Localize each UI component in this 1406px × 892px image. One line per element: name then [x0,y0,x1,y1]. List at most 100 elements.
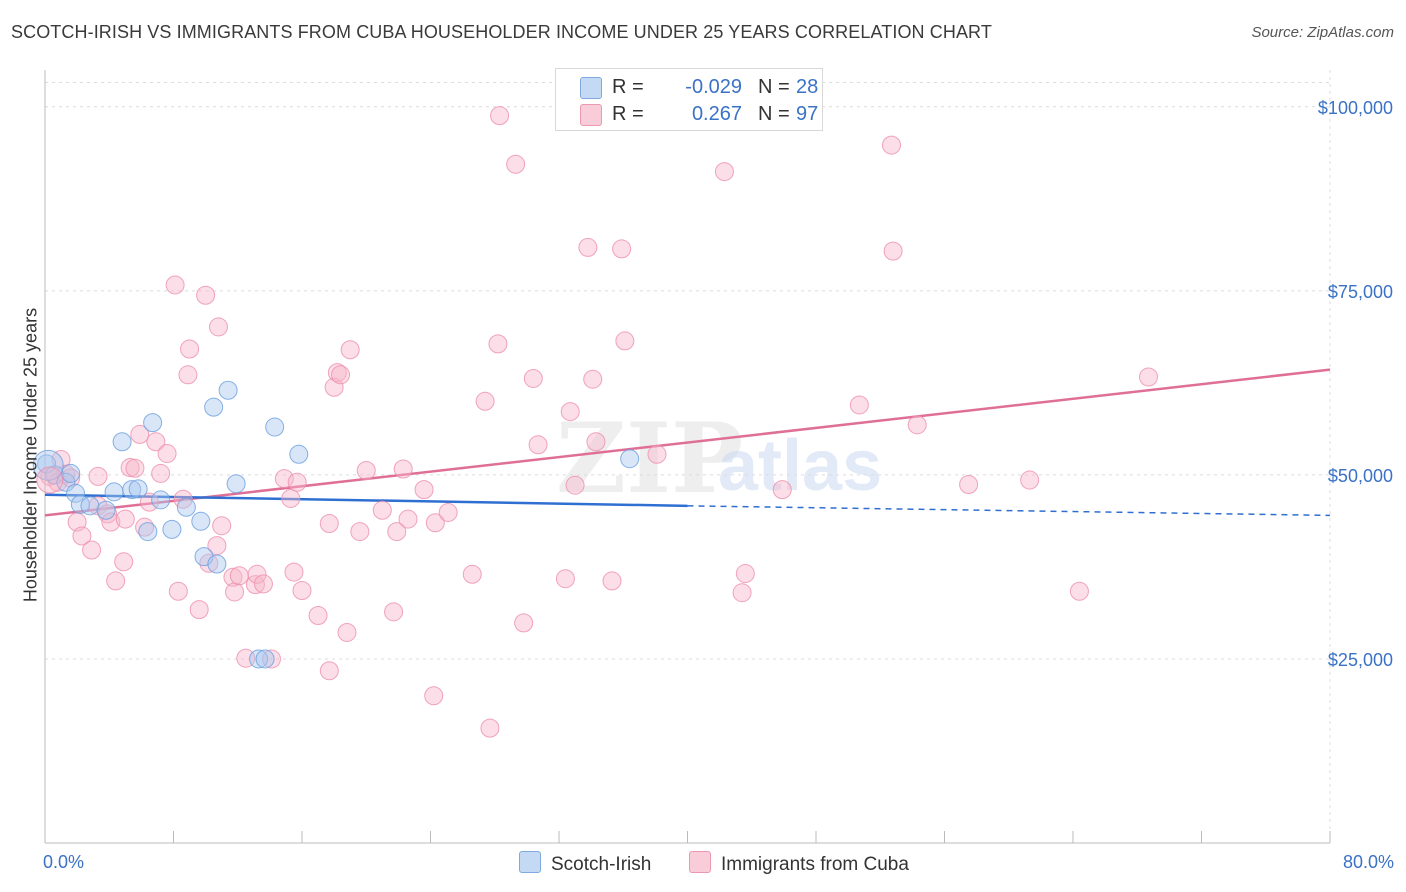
scotch-irish-point [138,522,158,542]
scotch-irish-point [61,463,81,483]
cuba-point [424,686,444,706]
cuba-point [340,340,360,360]
legend-r-value: 0.267 [691,103,742,125]
cuba-point [849,395,869,415]
cuba-point [506,154,526,174]
cuba-point [229,566,249,586]
data-points [32,106,1158,738]
cuba-point [180,339,200,359]
chart-title: SCOTCH-IRISH VS IMMIGRANTS FROM CUBA HOU… [11,22,992,42]
cuba-point [714,162,734,182]
bottom-legend-label: Immigrants from Cuba [721,854,909,875]
cuba-point [578,237,598,257]
scotch-irish-point [218,380,238,400]
scotch-irish-point [70,494,90,514]
cuba-point [139,492,159,512]
legend-r-value: -0.029 [685,76,742,98]
y-tick-label: $75,000 [1328,282,1393,302]
y-tick-label: $25,000 [1328,650,1393,670]
cuba-point [284,562,304,582]
cuba-point [189,600,209,620]
cuba-point [907,415,927,435]
cuba-point [274,469,294,489]
cuba-point [523,368,543,388]
cuba-point [615,331,635,351]
cuba-point [602,571,622,591]
cuba-point [488,334,508,354]
cuba-point [82,540,102,560]
cuba-point [196,285,216,305]
y-axis-title: Householder Income Under 25 years [20,307,41,603]
bottom-legend-swatch-scotch-irish [519,851,541,873]
bottom-legend-cuba: Immigrants from Cuba [689,851,909,876]
cuba-point [331,365,351,385]
cuba-point [387,522,407,542]
legend-n-label: N = [758,103,790,125]
cuba-point [292,580,312,600]
cuba-point [324,377,344,397]
cuba-point [647,444,667,464]
source-label: Source: ZipAtlas.com [1251,24,1394,41]
cuba-point [327,363,347,383]
cuba-point [398,509,418,529]
cuba-point [212,516,232,536]
cuba-point [438,502,458,522]
cuba-point [372,500,392,520]
cuba-point [612,239,632,259]
scotch-irish-point [66,483,86,503]
bottom-legend-scotch-irish: Scotch-Irish [519,851,651,876]
cuba-point [146,432,166,452]
cuba-point [88,466,108,486]
cuba-point [114,552,134,572]
scotch-irish-point [265,417,285,437]
cuba-point [959,474,979,494]
scotch-irish-point [249,649,269,669]
cuba-point [225,582,245,602]
cuba-point [36,466,64,494]
cuba-point [350,522,370,542]
cuba-point [480,718,500,738]
cuba-point [475,391,495,411]
legend-swatch-cuba [580,104,602,126]
legend-n-value: 28 [796,76,819,98]
cuba-point [130,424,150,444]
cuba-point [555,569,575,589]
cuba-point [208,317,228,337]
cuba-point [72,526,92,546]
scotch-irish-point [226,474,246,494]
cuba-point [393,459,413,479]
scotch-irish-point [289,444,309,464]
scotch-irish-point [162,519,182,539]
cuba-trend-line [44,368,1331,517]
scotch-irish-point [207,554,227,574]
cuba-point [178,365,198,385]
cuba-point [151,463,171,483]
cuba-point [281,488,301,508]
cuba-point [732,583,752,603]
cuba-point [120,458,140,478]
cuba-point [337,622,357,642]
cuba-point [560,402,580,422]
legend-n-value: 97 [796,103,819,125]
scotch-irish-point [176,497,196,517]
bottom-legend-label: Scotch-Irish [551,854,652,875]
cuba-point [199,553,219,573]
scotch-irish-point [204,397,224,417]
cuba-point [165,275,185,295]
legend-r-label: R = [612,76,644,98]
scotch-irish-point [191,511,211,531]
watermark: ZIP atlas [556,402,882,515]
cuba-point [1020,470,1040,490]
cuba-point [319,661,339,681]
watermark-atlas: atlas [718,426,882,506]
scotch-irish-point [104,482,124,502]
scotch-irish-point [80,496,100,516]
cuba-point [101,512,121,532]
cuba-point [384,602,404,622]
cuba-point [223,567,243,587]
scotch-irish-point [143,413,163,433]
scotch-irish-point [96,500,116,520]
cuba-point [247,564,267,584]
bottom-legend-swatch-cuba [689,851,711,873]
